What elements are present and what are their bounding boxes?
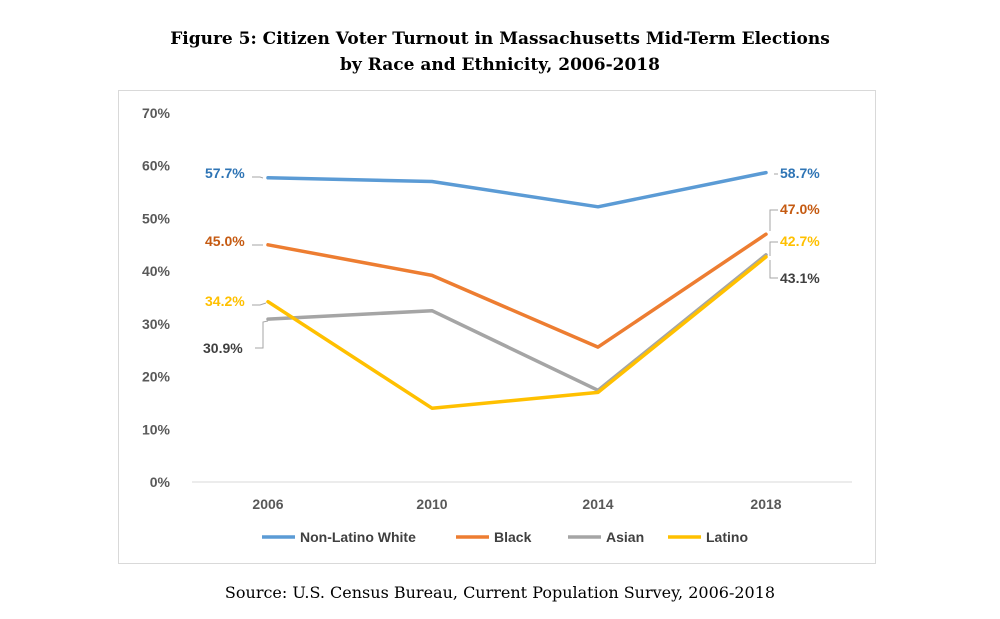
y-tick-label: 60% bbox=[142, 158, 171, 174]
chart-title: Figure 5: Citizen Voter Turnout in Massa… bbox=[0, 26, 1000, 78]
legend-label: Non-Latino White bbox=[300, 529, 416, 545]
chart-title-line-1: Figure 5: Citizen Voter Turnout in Massa… bbox=[170, 29, 830, 49]
data-label: 45.0% bbox=[205, 233, 245, 249]
x-tick-label: 2018 bbox=[750, 496, 781, 512]
data-label: 34.2% bbox=[205, 293, 245, 309]
leader-line bbox=[252, 176, 264, 179]
source-note: Source: U.S. Census Bureau, Current Popu… bbox=[224, 583, 776, 602]
y-tick-label: 50% bbox=[142, 210, 171, 226]
x-tick-label: 2010 bbox=[416, 496, 447, 512]
leader-line bbox=[769, 260, 778, 279]
leader-line bbox=[769, 209, 778, 231]
chart-title-line-2: by Race and Ethnicity, 2006-2018 bbox=[340, 55, 660, 75]
data-label: 42.7% bbox=[780, 233, 820, 249]
x-tick-label: 2014 bbox=[582, 496, 613, 512]
y-tick-label: 20% bbox=[142, 369, 171, 385]
data-label: 43.1% bbox=[780, 270, 820, 286]
y-tick-label: 70% bbox=[142, 105, 171, 121]
x-tick-label: 2006 bbox=[252, 496, 283, 512]
data-label: 47.0% bbox=[780, 201, 820, 217]
y-tick-label: 0% bbox=[150, 474, 171, 490]
legend-label: Latino bbox=[706, 529, 748, 545]
chart-area bbox=[118, 90, 876, 564]
series-line-black bbox=[266, 232, 768, 349]
series-line-non-latino-white bbox=[266, 170, 768, 209]
y-tick-label: 30% bbox=[142, 316, 171, 332]
series-line-asian bbox=[266, 253, 768, 393]
leader-line bbox=[255, 320, 269, 349]
data-label: 57.7% bbox=[205, 165, 245, 181]
y-tick-label: 40% bbox=[142, 263, 171, 279]
series-line-latino bbox=[266, 255, 768, 410]
y-tick-label: 10% bbox=[142, 421, 171, 437]
leader-line bbox=[252, 302, 267, 306]
data-label: 30.9% bbox=[203, 340, 243, 356]
legend-label: Black bbox=[494, 529, 532, 545]
leader-line bbox=[769, 241, 778, 256]
data-label: 58.7% bbox=[780, 165, 820, 181]
legend-label: Asian bbox=[606, 529, 644, 545]
